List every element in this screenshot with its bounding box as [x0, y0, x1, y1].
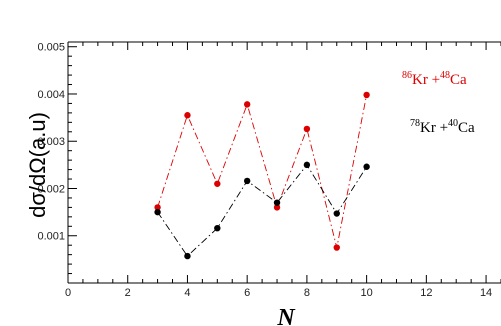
x-tick-label: 10: [360, 287, 372, 299]
data-point-series-2: [334, 210, 340, 216]
x-tick-label: 4: [184, 287, 190, 299]
data-point-series-1: [184, 112, 190, 118]
data-point-series-2: [274, 199, 280, 205]
series-line-2: [158, 165, 367, 256]
data-point-series-2: [184, 253, 190, 259]
x-tick-label: 0: [65, 287, 71, 299]
data-point-series-1: [334, 244, 340, 250]
plot-area: [154, 92, 369, 260]
data-point-series-2: [214, 225, 220, 231]
x-axis-title: N: [276, 305, 296, 326]
legend: 86Kr +48Ca 78Kr +40Ca: [402, 70, 475, 136]
data-point-series-1: [214, 181, 220, 187]
data-point-series-2: [154, 209, 160, 215]
x-tick-label: 2: [125, 287, 131, 299]
x-tick-label: 6: [244, 287, 250, 299]
data-point-series-1: [363, 92, 369, 98]
data-point-series-2: [304, 162, 310, 168]
y-tick-label: 0.004: [37, 89, 65, 101]
y-axis-title: dσ/dΩ(a.u): [25, 112, 50, 218]
legend-label-series-2: 78Kr +40Ca: [410, 118, 475, 136]
data-point-series-2: [244, 178, 250, 184]
y-tick-label: 0.001: [37, 231, 65, 243]
x-tick-label: 14: [480, 287, 492, 299]
x-tick-label: 12: [420, 287, 432, 299]
x-tick-label: 8: [304, 287, 310, 299]
data-point-series-2: [363, 164, 369, 170]
data-point-series-1: [244, 101, 250, 107]
y-tick-label: 0.005: [37, 42, 65, 54]
data-point-series-1: [304, 126, 310, 132]
legend-label-series-1: 86Kr +48Ca: [402, 70, 467, 88]
